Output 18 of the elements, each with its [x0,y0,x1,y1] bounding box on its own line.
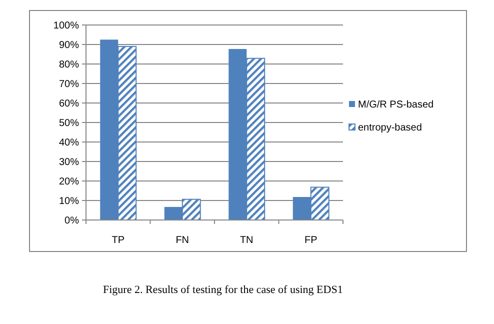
y-tick-label: 70% [58,79,80,90]
y-tick-label: 20% [58,176,80,188]
y-tick-label: 80% [58,60,80,70]
x-tick-label: FN [176,235,190,246]
x-tick-label: TN [240,235,254,246]
y-tick-label: 50% [58,118,80,129]
y-tick-label: 100% [53,20,80,32]
caption: Figure 2. Results of testing for the case of using EDS1 [103,284,343,296]
y-tick-label: 90% [58,40,80,51]
x-tick-label: TP [112,235,125,246]
y-tick-label: 40% [58,138,80,148]
y-tick-label: 30% [58,157,80,168]
y-tick-label: 0% [64,216,80,226]
legend-label: M/G/R PS-based [358,100,434,110]
y-tick-label: 60% [58,98,80,110]
y-tick-label: 10% [58,196,80,207]
x-tick-label: FP [304,235,318,246]
legend-label: entropy-based [358,122,422,134]
